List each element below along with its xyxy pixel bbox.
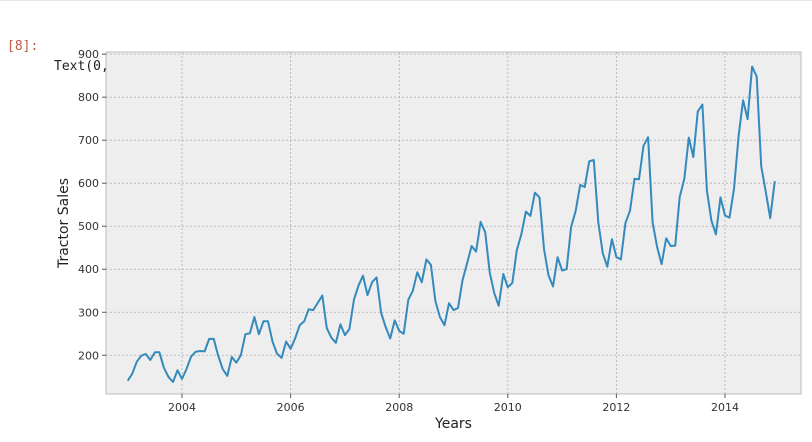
x-axis-label: Years — [434, 416, 472, 432]
y-axis-label: Tractor Sales — [56, 178, 72, 269]
plot-area — [105, 51, 802, 395]
y-tick-label: 200 — [78, 349, 99, 362]
x-tick-label: 2004 — [168, 401, 196, 414]
y-tick-label: 600 — [78, 177, 99, 190]
x-tick-label: 2008 — [385, 401, 413, 414]
x-tick-label: 2014 — [711, 401, 739, 414]
grid-lines — [106, 52, 801, 394]
execution-prompt: [8]: — [7, 39, 39, 54]
x-tick-label: 2006 — [277, 401, 305, 414]
series-line-tractor-sales — [126, 65, 776, 383]
axis-ticks: 2004 2006 2008 2010 2012 2014 200 300 400 500 600 7… — [78, 48, 739, 414]
y-tick-label: 800 — [78, 91, 99, 104]
y-tick-label: 500 — [78, 220, 99, 233]
y-tick-label: 400 — [78, 263, 99, 276]
x-tick-label: 2012 — [602, 401, 630, 414]
cell-top-border — [0, 0, 812, 1]
x-tick-label: 2010 — [494, 401, 522, 414]
y-tick-label: 300 — [78, 306, 99, 319]
y-tick-label: 700 — [78, 134, 99, 147]
y-tick-label: 900 — [78, 48, 99, 61]
